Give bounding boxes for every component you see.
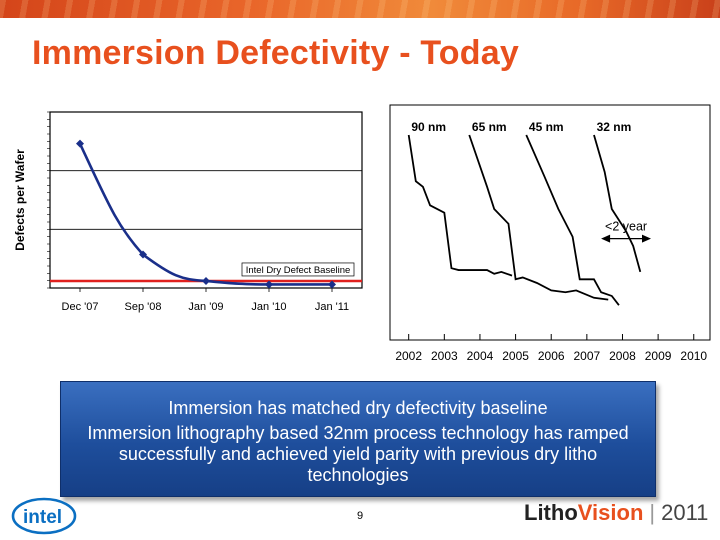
brand-litho: Litho: [524, 500, 578, 525]
x-tick-label: 2005: [502, 349, 529, 363]
series-label: 65 nm: [472, 120, 507, 134]
intel-logo: intel: [11, 497, 77, 535]
arrow-head-left: [601, 234, 611, 243]
y-axis-label: Defects per Wafer: [13, 149, 27, 251]
arrow-head-right: [641, 234, 651, 243]
callout-line-1: Immersion has matched dry defectivity ba…: [168, 398, 548, 418]
node-curve-2: [525, 134, 620, 306]
baseline-label-box: [241, 262, 355, 277]
page-number: 9: [356, 510, 364, 522]
series-label: 32 nm: [597, 120, 632, 134]
defect-trend-line: [78, 143, 332, 286]
x-tick-label: 2003: [431, 349, 458, 363]
data-point-marker: [139, 250, 147, 259]
series-label: 90 nm: [411, 120, 446, 134]
x-tick-label: Jan '11: [315, 301, 349, 313]
node-curve-1: [468, 134, 609, 301]
data-point-marker: [265, 280, 273, 289]
brand-year: 2011: [661, 500, 709, 525]
slide-title: Immersion Defectivity - Today: [32, 34, 519, 72]
series-label: 45 nm: [529, 120, 564, 134]
lithovision-brand: LithoVision | 2011: [524, 500, 708, 526]
plot-area: [49, 111, 363, 289]
x-tick-label: 2006: [538, 349, 565, 363]
x-tick-label: 2007: [573, 349, 600, 363]
x-tick-label: Jan '10: [251, 301, 286, 313]
x-tick-label: 2004: [467, 349, 494, 363]
brand-separator: |: [649, 500, 656, 525]
x-tick-label: 2008: [609, 349, 636, 363]
brand-vision: Vision: [577, 500, 644, 525]
data-point-marker: [76, 139, 84, 148]
x-tick-label: 2010: [680, 349, 707, 363]
node-curve-0: [407, 134, 513, 277]
annotation-label: <2 year: [605, 220, 647, 234]
plot-area: [389, 104, 711, 341]
data-point-marker: [202, 276, 210, 285]
summary-callout: Immersion has matched dry defectivity ba…: [60, 381, 656, 497]
node-curve-3: [593, 134, 642, 273]
callout-line-2: Immersion lithography based 32nm process…: [87, 423, 629, 485]
defects-per-wafer-chart: Dec '07 Sep '08 Jan '09 Jan '10 Jan '11 Defec…: [13, 111, 363, 313]
x-tick-label: 2002: [395, 349, 422, 363]
baseline-label: Intel Dry Defect Baseline: [246, 265, 351, 276]
x-tick-label: Jan '09: [188, 301, 223, 313]
svg-text:intel: intel: [23, 507, 62, 528]
data-point-marker: [328, 280, 336, 289]
x-tick-label: 2009: [645, 349, 672, 363]
header-banner: [0, 0, 720, 18]
x-tick-label: Dec '07: [62, 301, 99, 313]
node-defect-learning-chart: 2002 2003 2004 2005 2006 2007 2008 2009 2010 90 n…: [389, 104, 711, 363]
x-tick-label: Sep '08: [125, 301, 162, 313]
